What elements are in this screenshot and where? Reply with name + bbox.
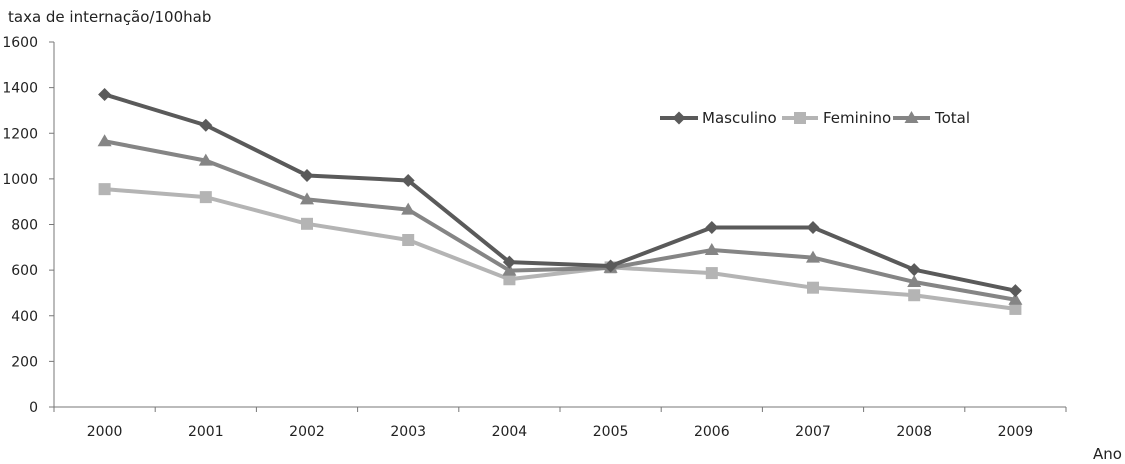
legend-item-feminino: Feminino: [782, 109, 891, 127]
data-point-total: [198, 153, 213, 166]
data-point-feminino: [503, 273, 516, 286]
y-tick-label: 400: [11, 309, 38, 325]
data-point-masculino: [604, 259, 618, 273]
legend-item-masculino: Masculino: [660, 109, 777, 127]
data-point-masculino: [300, 168, 314, 182]
series-total: [97, 134, 1023, 305]
x-tick-label: 2006: [694, 424, 730, 440]
data-point-masculino: [806, 220, 820, 234]
legend-marker-masculino: [672, 111, 686, 125]
x-tick-label: 2009: [998, 424, 1034, 440]
data-point-total: [502, 263, 517, 276]
series-line-feminino: [104, 187, 1016, 311]
data-point-feminino: [705, 267, 718, 280]
series-feminino: [98, 183, 1022, 315]
legend-item-total: Total: [893, 109, 970, 127]
data-point-total: [806, 250, 820, 263]
y-tick-label: 1200: [2, 126, 38, 142]
data-point-total: [97, 134, 112, 147]
y-tick-label: 0: [29, 400, 38, 416]
x-tick-label: 2001: [188, 424, 224, 440]
data-point-total: [401, 202, 416, 215]
data-point-total: [704, 243, 719, 256]
x-tick-label: 2004: [492, 424, 528, 440]
legend-label-total: Total: [934, 109, 970, 127]
y-axis-title: taxa de internação/100hab: [8, 8, 211, 26]
data-point-masculino: [199, 118, 213, 132]
x-axis-title: Ano: [1093, 445, 1122, 463]
data-point-feminino: [807, 281, 819, 294]
data-point-total: [1008, 292, 1023, 305]
x-tick-label: 2008: [896, 424, 932, 440]
y-tick-label: 600: [11, 263, 38, 279]
axes: 0 200 400 600 800 1000 1200 1400 1600 2000 2001 200…: [2, 35, 1067, 440]
data-point-feminino: [98, 183, 111, 196]
data-point-masculino: [401, 173, 415, 187]
y-tick-label: 200: [11, 354, 38, 370]
data-point-feminino: [402, 234, 415, 247]
data-point-feminino: [1009, 302, 1022, 315]
x-tick-label: 2005: [593, 424, 629, 440]
series-masculino: [98, 87, 1022, 298]
legend-marker-total: [904, 111, 919, 123]
y-tick-label: 1600: [2, 35, 38, 51]
x-tick-label: 2002: [289, 424, 325, 440]
y-tick-label: 800: [11, 218, 38, 234]
legend-label-masculino: Masculino: [702, 109, 777, 127]
legend-label-feminino: Feminino: [823, 109, 891, 127]
series-line-masculino: [104, 92, 1016, 293]
data-point-total: [907, 274, 922, 287]
data-point-feminino: [199, 191, 212, 204]
data-point-feminino: [908, 289, 921, 302]
x-tick-label: 2000: [87, 424, 123, 440]
data-point-masculino: [98, 87, 112, 101]
x-tick-label: 2003: [390, 424, 426, 440]
y-tick-label: 1000: [2, 172, 38, 188]
legend-marker-feminino: [794, 112, 806, 124]
series-line-total: [104, 139, 1016, 302]
series-layer: [97, 87, 1023, 315]
data-point-total: [300, 192, 314, 205]
y-tick-label: 1400: [2, 81, 38, 97]
data-point-feminino: [301, 217, 313, 230]
legend: Masculino Feminino Total: [660, 109, 970, 127]
data-point-masculino: [1008, 284, 1022, 298]
x-tick-label: 2007: [795, 424, 831, 440]
data-point-masculino: [907, 263, 921, 277]
data-point-masculino: [705, 220, 719, 234]
data-point-masculino: [502, 255, 516, 269]
